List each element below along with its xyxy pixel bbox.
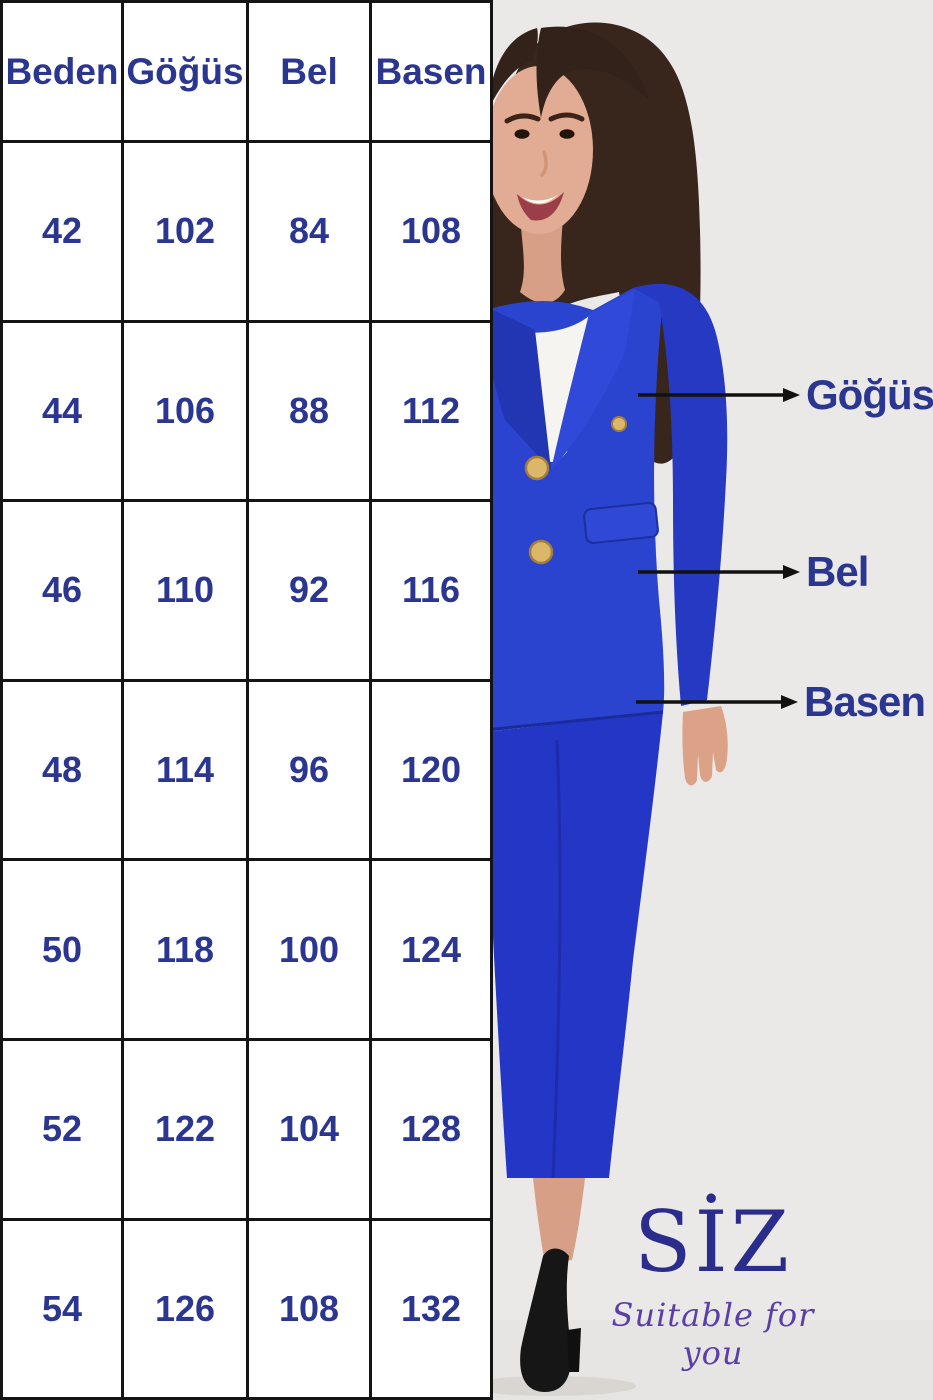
table-cell: 48 (3, 681, 124, 862)
annotation-hip: Basen (636, 676, 926, 728)
gold-button (528, 539, 554, 565)
size-table: Beden Göğüs Bel Basen 42 102 84 108 44 1… (0, 0, 493, 1400)
trousers (493, 712, 663, 1179)
blazer-sleeve (633, 283, 728, 706)
arrow-right-icon (638, 388, 800, 402)
model-hand (682, 706, 728, 786)
pocket-flap (583, 502, 659, 544)
model-photo (493, 0, 933, 1400)
table-cell: 54 (3, 1220, 124, 1400)
table-cell: 102 (124, 143, 249, 323)
table-cell: 106 (124, 322, 249, 503)
table-cell: 52 (3, 1040, 124, 1221)
brand-logo: SİZ (633, 1193, 793, 1291)
arrow-right-icon (636, 695, 798, 709)
waist-label: Bel (806, 548, 869, 595)
brand-block: SİZ Suitable for you (583, 1198, 843, 1372)
table-cell: 96 (249, 681, 372, 862)
arrow-right-icon (638, 565, 800, 579)
gold-chest-button (611, 416, 627, 432)
annotation-chest: Göğüs (638, 369, 933, 421)
chest-label: Göğüs (806, 371, 933, 418)
model-photo-area: Göğüs Bel Basen SİZ Suitable for you (493, 0, 933, 1400)
model-face-features (493, 26, 649, 221)
table-cell: 44 (3, 322, 124, 503)
gold-button (524, 455, 550, 481)
table-cell: 122 (124, 1040, 249, 1221)
table-cell: 110 (124, 502, 249, 682)
model-ankle (533, 1178, 585, 1264)
table-cell: 126 (124, 1220, 249, 1400)
black-heel-shoe (520, 1248, 581, 1392)
brand-tagline: Suitable for you (611, 1296, 815, 1373)
table-cell: 116 (372, 502, 493, 682)
table-cell: 120 (372, 681, 493, 862)
blazer-jacket (493, 283, 728, 732)
table-cell: 100 (249, 861, 372, 1041)
table-cell: 132 (372, 1220, 493, 1400)
table-cell: 112 (372, 322, 493, 503)
hip-label: Basen (804, 678, 926, 725)
table-cell: 128 (372, 1040, 493, 1221)
model-neck (520, 216, 565, 304)
table-cell: 92 (249, 502, 372, 682)
table-cell: 104 (249, 1040, 372, 1221)
table-cell: 50 (3, 861, 124, 1041)
column-header-gogus: Göğüs (124, 3, 249, 143)
model-face (493, 66, 593, 234)
table-cell: 108 (372, 143, 493, 323)
table-cell: 124 (372, 861, 493, 1041)
table-cell: 108 (249, 1220, 372, 1400)
column-header-basen: Basen (372, 3, 493, 143)
table-cell: 114 (124, 681, 249, 862)
annotation-waist: Bel (638, 546, 869, 598)
column-header-bel: Bel (249, 3, 372, 143)
table-cell: 42 (3, 143, 124, 323)
table-cell: 88 (249, 322, 372, 503)
table-cell: 84 (249, 143, 372, 323)
table-cell: 118 (124, 861, 249, 1041)
table-cell: 46 (3, 502, 124, 682)
column-header-beden: Beden (3, 3, 124, 143)
